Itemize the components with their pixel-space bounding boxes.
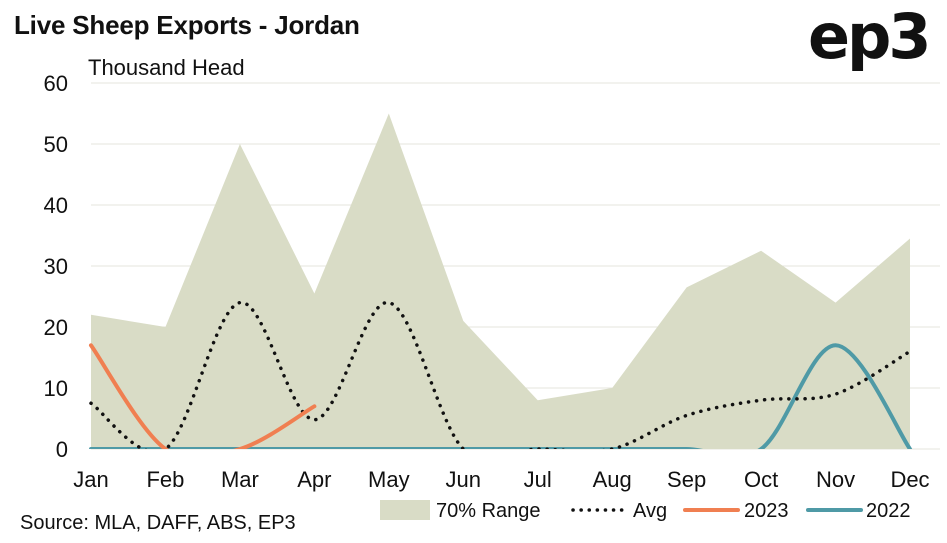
x-tick-label: Apr (297, 467, 331, 492)
y-tick-label: 30 (44, 254, 68, 279)
x-tick-label: Feb (146, 467, 184, 492)
y-axis-label: Thousand Head (88, 55, 245, 80)
y-tick-label: 60 (44, 71, 68, 96)
legend-label-range: 70% Range (436, 500, 541, 522)
legend-label-avg: Avg (633, 500, 667, 522)
x-tick-label: Dec (890, 467, 929, 492)
series-layer (89, 300, 912, 449)
ep3-logo: ep3 (808, 0, 932, 73)
legend: 70% Range Avg 2023 2022 (380, 500, 911, 522)
x-tick-label: Aug (593, 467, 632, 492)
legend-label-2023: 2023 (744, 500, 789, 522)
range-area-layer (91, 113, 910, 449)
x-tick-label: Oct (744, 467, 778, 492)
chart-title: Live Sheep Exports - Jordan (14, 10, 360, 40)
x-tick-label: Jun (446, 467, 481, 492)
y-tick-label: 10 (44, 376, 68, 401)
x-tick-label: Jan (73, 467, 108, 492)
y-axis-ticks: 0 10 20 30 40 50 60 (44, 71, 68, 462)
x-tick-label: Sep (667, 467, 706, 492)
legend-label-2022: 2022 (866, 500, 911, 522)
range-area (91, 113, 910, 449)
y-tick-label: 0 (56, 437, 68, 462)
y-tick-label: 20 (44, 315, 68, 340)
series-line-2023 (89, 343, 317, 449)
x-tick-label: Jul (524, 467, 552, 492)
x-tick-label: Nov (816, 467, 855, 492)
y-tick-label: 40 (44, 193, 68, 218)
x-tick-label: Mar (221, 467, 259, 492)
legend-swatch-range (380, 500, 430, 520)
source-note: Source: MLA, DAFF, ABS, EP3 (20, 512, 296, 534)
series-line-avg (89, 300, 912, 449)
y-tick-label: 50 (44, 132, 68, 157)
x-tick-label: May (368, 467, 410, 492)
x-axis-ticks: Jan Feb Mar Apr May Jun Jul Aug Sep Oct Nov Dec (73, 467, 929, 492)
series-line-2022 (89, 343, 912, 449)
